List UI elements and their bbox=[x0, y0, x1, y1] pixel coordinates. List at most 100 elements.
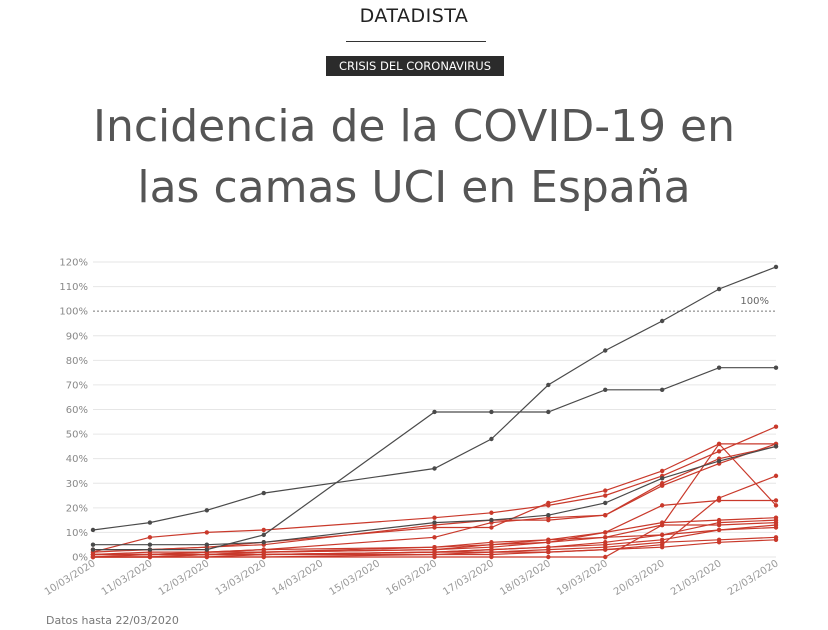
reference-line: 100% bbox=[93, 296, 776, 312]
x-tick-label: 14/03/2020 bbox=[271, 558, 326, 598]
y-tick-label: 60% bbox=[66, 405, 88, 416]
section-tag: CRISIS DEL CORONAVIRUS bbox=[326, 56, 504, 76]
data-point bbox=[546, 513, 551, 518]
data-point bbox=[147, 554, 153, 560]
data-point bbox=[659, 540, 665, 545]
data-point bbox=[204, 508, 210, 513]
data-point bbox=[773, 517, 779, 523]
data-point bbox=[261, 490, 266, 496]
y-tick-label: 10% bbox=[66, 528, 88, 539]
data-point bbox=[432, 520, 437, 525]
data-point bbox=[659, 387, 665, 393]
data-point bbox=[90, 547, 96, 552]
data-point bbox=[603, 387, 608, 393]
data-point bbox=[716, 286, 722, 292]
data-point bbox=[773, 503, 779, 508]
y-tick-label: 90% bbox=[66, 331, 88, 342]
data-point bbox=[147, 535, 153, 540]
data-point bbox=[659, 476, 665, 481]
data-point bbox=[204, 542, 210, 547]
x-tick-label: 12/03/2020 bbox=[157, 558, 212, 598]
data-point bbox=[261, 532, 266, 538]
data-point bbox=[603, 488, 608, 493]
data-point bbox=[489, 525, 494, 530]
data-point bbox=[659, 318, 665, 324]
x-tick-label: 19/03/2020 bbox=[555, 558, 610, 598]
data-point bbox=[603, 535, 608, 540]
data-point bbox=[603, 530, 608, 535]
data-point bbox=[546, 554, 551, 560]
x-tick-label: 15/03/2020 bbox=[327, 558, 382, 598]
series-line bbox=[92, 266, 777, 531]
data-point bbox=[773, 264, 779, 270]
x-tick-label: 13/03/2020 bbox=[214, 558, 269, 598]
data-point bbox=[659, 503, 665, 508]
data-point bbox=[432, 466, 437, 471]
data-point bbox=[659, 481, 665, 486]
data-point bbox=[204, 554, 210, 560]
data-point bbox=[546, 382, 551, 388]
data-point bbox=[489, 517, 494, 523]
x-tick-label: 20/03/2020 bbox=[612, 558, 667, 598]
y-axis-ticks: 0% 10% 20% 30% 40% 50% 60% 70% 80% 90% 100% 110% 120… bbox=[59, 258, 88, 564]
y-tick-label: 40% bbox=[66, 454, 88, 465]
data-point bbox=[90, 554, 96, 560]
data-point bbox=[773, 365, 779, 370]
data-point bbox=[773, 444, 779, 449]
data-point bbox=[432, 552, 437, 557]
data-point bbox=[716, 365, 722, 370]
data-point bbox=[204, 530, 210, 535]
data-footnote: Datos hasta 22/03/2020 bbox=[46, 614, 179, 627]
y-tick-label: 120% bbox=[59, 258, 88, 269]
brand-divider bbox=[346, 41, 486, 42]
data-point bbox=[546, 500, 551, 506]
reference-line-label: 100% bbox=[740, 296, 769, 307]
data-point bbox=[716, 498, 722, 503]
data-point bbox=[603, 554, 608, 560]
data-point bbox=[489, 552, 494, 557]
data-point bbox=[603, 547, 608, 552]
y-tick-label: 50% bbox=[66, 430, 88, 441]
data-point bbox=[659, 532, 665, 538]
data-point bbox=[659, 544, 665, 550]
data-point bbox=[261, 554, 266, 560]
y-tick-label: 110% bbox=[59, 282, 88, 293]
data-point bbox=[603, 513, 608, 518]
data-point bbox=[716, 441, 722, 447]
data-point bbox=[261, 540, 266, 545]
data-point bbox=[546, 549, 551, 555]
y-tick-label: 0% bbox=[72, 553, 88, 564]
data-point bbox=[546, 540, 551, 545]
y-tick-label: 100% bbox=[59, 307, 88, 318]
data-point bbox=[716, 458, 722, 464]
x-tick-label: 16/03/2020 bbox=[384, 558, 439, 598]
data-point bbox=[489, 436, 494, 442]
x-tick-label: 22/03/2020 bbox=[726, 558, 781, 598]
series-line bbox=[93, 442, 777, 558]
data-point bbox=[603, 348, 608, 353]
x-tick-label: 11/03/2020 bbox=[100, 558, 155, 598]
data-point bbox=[204, 547, 210, 552]
data-point bbox=[489, 510, 494, 515]
series-lines bbox=[90, 264, 779, 560]
brand-logo: DATADISTA bbox=[359, 5, 469, 27]
x-tick-label: 18/03/2020 bbox=[498, 558, 553, 598]
data-point bbox=[659, 468, 665, 474]
data-point bbox=[489, 409, 494, 415]
data-point bbox=[659, 522, 665, 528]
data-point bbox=[716, 527, 722, 533]
data-point bbox=[773, 498, 779, 503]
data-point bbox=[716, 449, 722, 454]
x-tick-label: 17/03/2020 bbox=[441, 558, 496, 598]
data-point bbox=[773, 525, 779, 530]
data-point bbox=[147, 547, 153, 552]
title-line-2: las camas UCI en España bbox=[137, 162, 691, 213]
data-point bbox=[147, 520, 153, 525]
title-line-1: Incidencia de la COVID-19 en bbox=[92, 101, 736, 152]
data-point bbox=[773, 473, 779, 479]
x-axis-ticks: 10/03/2020 11/03/2020 12/03/2020 13/03/2020… bbox=[43, 558, 781, 598]
data-point bbox=[432, 515, 437, 520]
data-point bbox=[261, 527, 266, 533]
y-tick-label: 30% bbox=[66, 479, 88, 490]
x-tick-label: 21/03/2020 bbox=[669, 558, 724, 598]
